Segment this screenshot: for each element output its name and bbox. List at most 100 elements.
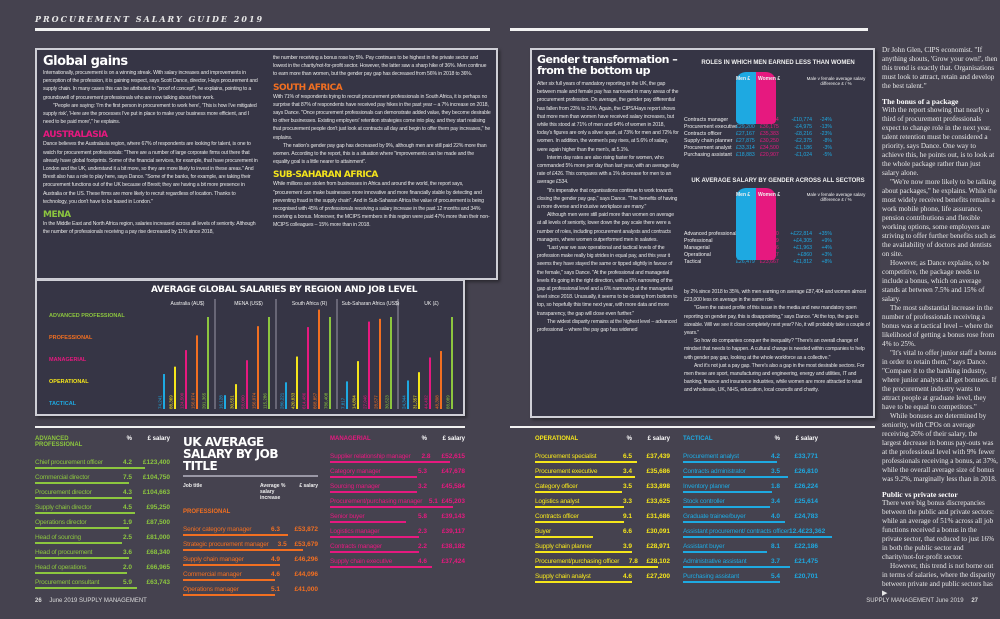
gender-title: Gender transformation – from the bottom … — [537, 54, 679, 76]
job-title-cell: Senior category manager — [183, 526, 252, 533]
pct-cell: 3.6 — [122, 549, 132, 556]
role-cell: Supply chain planner — [684, 137, 733, 144]
difference-cell: -£4,975 — [794, 123, 812, 130]
operational-table: OPERATIONAL % £ salary Procurement speci… — [535, 436, 671, 583]
job-title-cell: Purchasing assistant — [683, 573, 739, 580]
job-title-cell: Category officer — [535, 483, 578, 490]
pct-cell: 5.8 — [417, 513, 427, 520]
data-label: 14,804 — [352, 395, 357, 409]
data-label: 24,344 — [402, 395, 407, 409]
gender-title-line: Gender transformation – — [537, 53, 678, 66]
job-title-cell: Procurement consultant — [35, 579, 100, 586]
header-rule-left — [35, 28, 490, 31]
job-title-cell: Procurement executive — [535, 468, 598, 475]
bonus-package-heading: The bonus of a package — [882, 97, 959, 106]
south-africa-heading: SOUTH AFRICA — [273, 82, 343, 93]
bar-advanced-professional — [390, 317, 392, 409]
bar-managerial — [185, 350, 187, 409]
row-underline — [683, 521, 786, 523]
data-label: 16,128 — [219, 395, 224, 409]
data-label: 156,074 — [191, 392, 196, 409]
difference-cell: -£2,375 — [794, 137, 812, 144]
difference-cell: +£860 — [797, 251, 812, 258]
row-underline — [683, 566, 791, 568]
table-heading: TACTICAL — [683, 436, 713, 442]
table-row: Category officer 3.5 £33,898 — [535, 475, 670, 493]
pct-cell: 6.6 — [622, 528, 632, 535]
data-label: 420,833 — [291, 392, 296, 409]
row-underline — [35, 557, 130, 559]
table-row: Stock controller 3.4 £25,614 — [683, 490, 818, 508]
salary-column-header: £ salary — [442, 436, 465, 442]
men-salary-cell: £26,479 — [736, 258, 755, 265]
uk-gender-salary-table: UK AVERAGE SALARY BY GENDER ACROSS ALL S… — [684, 178, 872, 265]
data-label: 30,551 — [230, 395, 235, 409]
data-label: 868,857 — [313, 392, 318, 409]
table-row: Buyer 6.6 £30,091 — [535, 520, 670, 538]
table-row: Supply chain planner 3.9 £28,971 — [535, 535, 670, 553]
pct-column-header: % — [421, 436, 427, 442]
difference-pct-cell: -3% — [822, 144, 832, 151]
job-title-cell: Contracts manager — [330, 543, 382, 550]
difference-cell: -£1,024 — [794, 151, 812, 158]
gender-paragraph: "Last year we saw operational and tactic… — [537, 245, 678, 317]
salary-cell: £44,096 — [294, 571, 319, 578]
south-africa-paragraph: With 71% of respondents trying to recrui… — [273, 93, 491, 141]
table-row: Graduate trainee/buyer 4.0 £24,783 — [683, 505, 818, 523]
gender-box: Gender transformation – from the bottom … — [530, 48, 875, 418]
pct-cell: 3.7 — [770, 558, 780, 565]
row-underline — [35, 497, 132, 499]
salary-header: £ salary — [299, 483, 318, 489]
pct-cell: 2.3 — [417, 528, 427, 535]
category-label: MENA (US$) — [234, 301, 263, 307]
pct-cell: 7.8 — [628, 558, 638, 565]
row-underline — [535, 536, 593, 538]
row-underline — [535, 521, 625, 523]
row-underline — [330, 506, 453, 508]
avg-increase-header: Average % salary increase — [260, 483, 286, 501]
job-title-cell: Operations manager — [183, 586, 239, 593]
gender-paragraph: Interim day rates are also rising faster… — [537, 154, 679, 186]
row-underline — [35, 572, 127, 574]
uk-table-headers: Job title Average % salary increase £ sa… — [183, 483, 318, 501]
job-title-cell: Supplier relationship manager — [330, 453, 411, 460]
row-underline — [683, 491, 773, 493]
south-africa-text: With 71% of respondents trying to recrui… — [273, 93, 491, 167]
data-label: 280,221 — [280, 392, 285, 409]
difference-pct-cell: -24% — [819, 116, 832, 123]
table-row: Purchasing assistant 5.4 £20,701 — [683, 565, 818, 583]
bar-advanced-professional — [451, 317, 453, 409]
men-salary-cell: £29,200 — [736, 123, 755, 130]
bar-operational — [418, 372, 420, 409]
salary-cell: £31,686 — [646, 513, 671, 520]
pct-cell: 12.4 — [789, 528, 802, 535]
south-africa-paragraph: The nation's gender pay gap has decrease… — [273, 142, 487, 166]
gender-table-row: Contracts officer £27,167 £35,383 -£8,216 -2… — [684, 130, 872, 137]
mena-continued-paragraph: the number receiving a bonus rose by 5%.… — [273, 55, 487, 78]
female-figure-icon — [756, 72, 776, 124]
job-title-cell: Commercial manager — [183, 571, 242, 578]
advanced-professional-table: ADVANCED PROFESSIONAL % £ salary Chief p… — [35, 436, 171, 589]
table-row: Head of sourcing 2.5 £81,000 — [35, 526, 171, 544]
job-title-cell: Logistics manager — [330, 528, 380, 535]
salary-cell: £45,203 — [441, 498, 466, 505]
article-paragraph: However, this trend is not borne out in … — [882, 562, 996, 597]
difference-cell: +£1,812 — [793, 258, 812, 265]
professional-table: PROFESSIONAL Senior category manager 6.3 £… — [183, 509, 319, 596]
guide-title: PROCUREMENT SALARY GUIDE 2019 — [35, 14, 265, 24]
global-gains-title: Global gains — [43, 54, 128, 69]
australasia-text: Dance believes the Australasia region, w… — [43, 140, 261, 206]
job-title-cell: Procurement/purchasing manager — [330, 498, 423, 505]
australasia-paragraph: Dance believes the Australasia region, w… — [43, 141, 258, 205]
bar-operational — [357, 361, 359, 409]
data-label: 786,408 — [324, 392, 329, 409]
table-row: Supply chain analyst 4.6 £27,200 — [535, 565, 670, 583]
salary-cell: £104,750 — [142, 474, 170, 481]
salary-cell: £81,000 — [146, 534, 171, 541]
row-underline — [535, 476, 635, 478]
category-label: Australia (AU$) — [171, 301, 205, 307]
roles-table-title: ROLES IN WHICH MEN EARNED LESS THAN WOME… — [701, 60, 855, 66]
pct-cell: 5.3 — [417, 468, 427, 475]
difference-pct-cell: +8% — [821, 258, 832, 265]
gender-paragraph: And it's not just a pay gap. There's als… — [684, 362, 865, 394]
